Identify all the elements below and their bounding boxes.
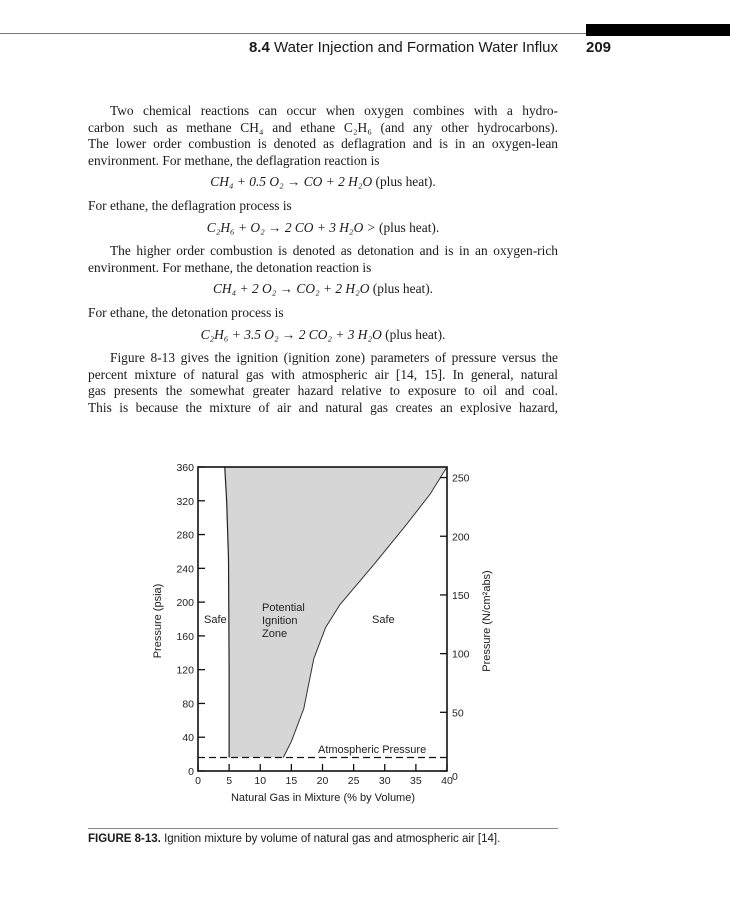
thumb-tab (586, 24, 730, 36)
text-line: percent mixture of natural gas with atmo… (88, 366, 558, 382)
x-tick-label: 5 (226, 775, 232, 787)
x-tick-label: 10 (254, 775, 266, 787)
text-line: The lower order combustion is denoted as… (88, 136, 558, 152)
y-right-tick-label: 200 (452, 531, 470, 543)
y-tick-label: 160 (176, 631, 194, 643)
equation-formula: C₂H₆ + 3.5 O₂ → 2 CO₂ + 3 H₂O (200, 326, 382, 342)
y-tick-label: 320 (176, 496, 194, 508)
zone-line: Ignition (262, 615, 298, 627)
x-axis-label: Natural Gas in Mixture (% by Volume) (230, 792, 416, 804)
text-line: For ethane, the deflagration process is (88, 197, 292, 213)
y-tick-label: 40 (182, 732, 194, 744)
section-title: Water Injection and Formation Water Infl… (273, 39, 558, 56)
y-right-tick-label: 100 (452, 649, 470, 661)
x-tick-label: 15 (286, 775, 298, 787)
body-text: Two chemical reactions can occur when ox… (88, 103, 558, 417)
y-right-tick-label: 50 (452, 707, 464, 719)
equation-note: (plus heat). (385, 326, 446, 342)
equation: CH₄ + 2 O₂ → CO₂ + 2 H₂O (plus heat). (88, 276, 558, 305)
y-tick-label: 280 (176, 530, 194, 542)
figure-caption: FIGURE 8-13. Ignition mixture by volume … (88, 833, 500, 845)
text-line: carbon such as methane CH₄ and ethane C₂… (88, 119, 558, 135)
equation-formula: CH₄ + 0.5 O₂ → CO + 2 H₂O (210, 174, 373, 190)
caption-text: Ignition mixture by volume of natural ga… (164, 833, 501, 845)
y-tick-label: 0 (188, 766, 194, 778)
x-tick-label: 20 (317, 775, 329, 787)
y-tick-label: 360 (176, 462, 194, 474)
x-tick-label: 25 (348, 775, 360, 787)
text-line: The higher order combustion is denoted a… (110, 243, 558, 259)
equation: C₂H₆ + O₂ → 2 CO + 3 H₂O > (plus heat). (88, 215, 558, 244)
equation: CH₄ + 0.5 O₂ → CO + 2 H₂O (plus heat). (88, 169, 558, 198)
zone-line: Potential (262, 602, 305, 614)
zone-line: Zone (262, 628, 288, 640)
caption-rule (88, 828, 558, 829)
caption-label: FIGURE 8-13. (88, 833, 161, 845)
x-tick-label: 30 (379, 775, 391, 787)
equation-note: (plus heat). (378, 219, 440, 235)
y-tick-label: 120 (176, 665, 194, 677)
y-tick-label: 240 (176, 563, 194, 575)
text-line: gas presents the somewhat greater hazard… (88, 383, 558, 399)
x-tick-label: 35 (410, 775, 422, 787)
text-line: For ethane, the detonation process is (88, 304, 284, 320)
text-line: Figure 8-13 gives the ignition (ignition… (110, 350, 558, 366)
y-right-tick-label: 0 (452, 771, 458, 783)
annotation-ignition-zone: Potential Ignition Zone (262, 602, 305, 641)
equation-note: (plus heat). (375, 174, 436, 190)
y-right-tick-label: 150 (452, 590, 470, 602)
y-tick-label: 200 (176, 597, 194, 609)
ignition-zone-area (224, 467, 447, 758)
upper-limit-line (282, 466, 448, 758)
y-axis-right-label: Pressure (N/cm²abs) (481, 570, 493, 672)
text-line: environment. For methane, the deflagrati… (88, 152, 380, 168)
lower-limit-line (224, 466, 230, 758)
x-tick-label: 40 (441, 775, 453, 787)
text-line: This is because the mixture of air and n… (88, 399, 558, 415)
annotation-safe-left: Safe (204, 614, 227, 626)
section-number: 8.4 (248, 39, 270, 56)
annotation-safe-right: Safe (372, 614, 395, 626)
equation: C₂H₆ + 3.5 O₂ → 2 CO₂ + 3 H₂O (plus heat… (88, 322, 558, 351)
x-tick-label: 0 (195, 775, 201, 787)
equation-note: (plus heat). (372, 281, 434, 297)
text-line: environment. For methane, the detonation… (88, 259, 372, 275)
header-rule (0, 33, 590, 34)
y-axis-label: Pressure (psia) (152, 583, 164, 659)
equation-formula: C₂H₆ + O₂ → 2 CO + 3 H₂O > (206, 219, 376, 235)
equation-formula: CH₄ + 2 O₂ → CO₂ + 2 H₂O (212, 281, 370, 297)
text-line: Two chemical reactions can occur when ox… (110, 103, 558, 118)
y-tick-label: 80 (182, 698, 194, 710)
y-right-tick-label: 250 (452, 473, 470, 485)
page-number: 209 (586, 39, 612, 56)
running-head: 8.4 Water Injection and Formation Water … (249, 39, 558, 56)
annotation-atmospheric: Atmospheric Pressure (318, 744, 427, 756)
